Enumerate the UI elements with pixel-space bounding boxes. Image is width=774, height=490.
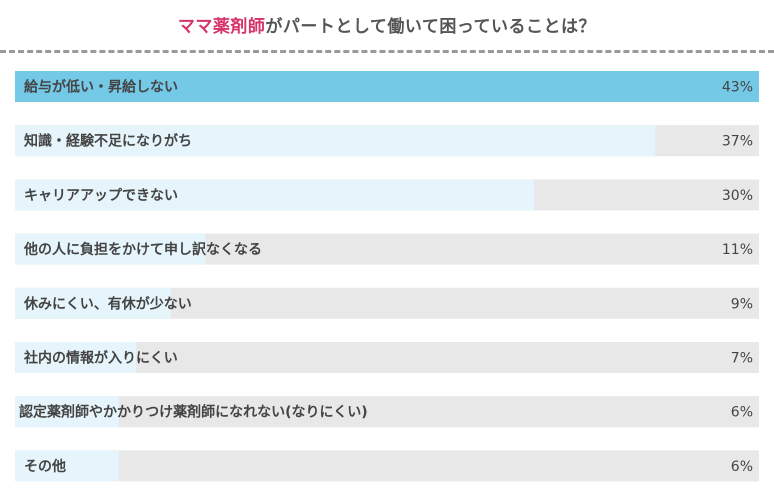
title-divider bbox=[0, 50, 774, 53]
bar-track bbox=[15, 342, 759, 373]
bar-value-label: 9% bbox=[731, 296, 753, 312]
bar-label: 他の人に負担をかけて申し訳なくなる bbox=[23, 241, 262, 258]
chart-title: ママ薬剤師がパートとして働いて困っていることは？ bbox=[0, 12, 774, 37]
bar-label: 社内の情報が入りにくい bbox=[23, 350, 178, 367]
bar-value-label: 6% bbox=[731, 405, 753, 421]
bar-label: 知識・経験不足になりがち bbox=[24, 133, 192, 150]
bar-label: 休みにくい、有休が少ない bbox=[23, 295, 192, 312]
bar-value-label: 6% bbox=[731, 459, 753, 475]
bar bbox=[15, 287, 171, 319]
bar-label: 給与が低い・昇給しない bbox=[24, 79, 178, 96]
bar-value-label: 43% bbox=[722, 80, 753, 96]
bar bbox=[15, 233, 206, 265]
bar bbox=[15, 396, 119, 428]
chart-title-rest: がパートとして働いて困っていることは？ bbox=[265, 17, 597, 37]
chart-title-highlight: ママ薬剤師 bbox=[177, 17, 266, 37]
bar-value-label: 7% bbox=[731, 351, 753, 367]
bar-value-label: 37% bbox=[722, 134, 753, 150]
bar bbox=[15, 342, 137, 373]
bar bbox=[15, 450, 119, 482]
bar-track bbox=[15, 396, 759, 428]
bar bbox=[15, 179, 535, 211]
bar-label: その他 bbox=[24, 458, 66, 475]
bar-value-label: 30% bbox=[722, 188, 753, 204]
bar bbox=[15, 125, 656, 157]
bar-value-label: 11% bbox=[722, 242, 753, 258]
bar-label: 認定薬剤師やかかりつけ薬剤師になれない(なりにくい) bbox=[19, 404, 368, 421]
bar bbox=[15, 71, 759, 102]
bar-label: キャリアアップできない bbox=[24, 188, 178, 204]
bar-track bbox=[15, 450, 759, 482]
